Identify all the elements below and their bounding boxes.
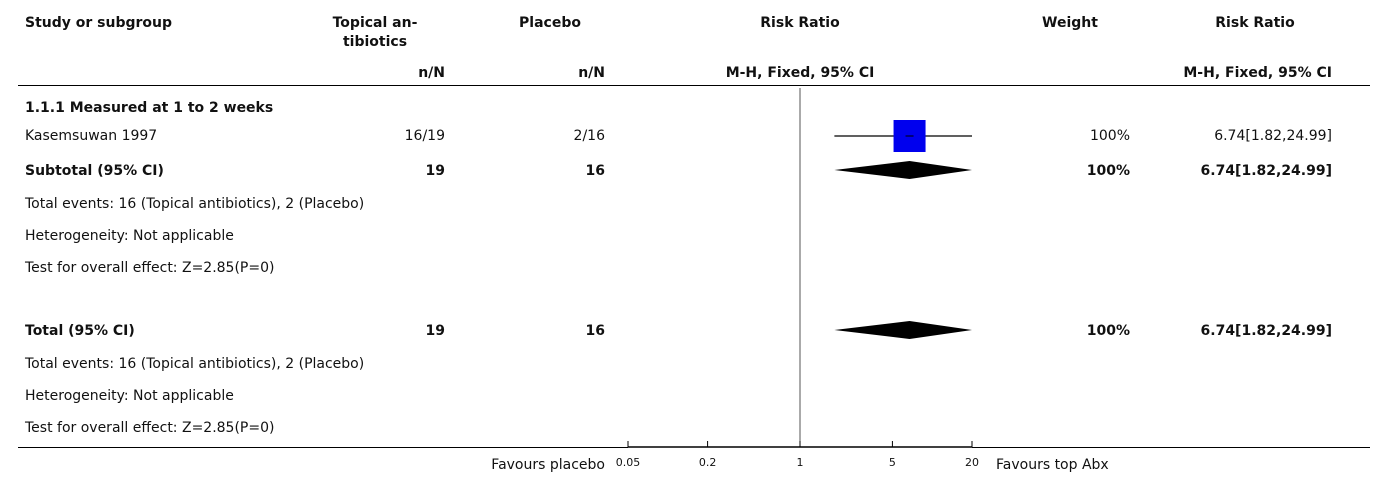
study-ctrl: 2/16 [573,128,605,144]
col-header-rr-text: Risk Ratio [1215,15,1295,31]
col-header-weight: Weight [1042,15,1098,31]
total-heterogeneity: Heterogeneity: Not applicable [25,388,234,404]
favours-left: Favours placebo [491,457,605,473]
col-sub-rr-plot: M-H, Fixed, 95% CI [725,65,875,81]
subtotal-rr-text: 6.74[1.82,24.99] [1200,163,1332,179]
x-tick-label: 5 [889,456,896,469]
total-weight: 100% [1086,323,1130,339]
col-header-ctrl: Placebo [519,15,581,31]
total-rr-text: 6.74[1.82,24.99] [1200,323,1332,339]
study-weight: 100% [1089,128,1130,144]
footer-rule-left [18,447,628,448]
subgroup-title: 1.1.1 Measured at 1 to 2 weeks [25,100,274,116]
total-exp: 19 [425,323,445,339]
total-ctrl: 16 [585,323,605,339]
subtotal-exp: 19 [425,163,445,179]
subtotal-diamond [834,161,972,179]
study-rr-text: 6.74[1.82,24.99] [1214,128,1332,144]
total-events: Total events: 16 (Topical antibiotics), … [25,356,365,372]
subtotal-weight: 100% [1086,163,1130,179]
x-tick-label: 20 [965,456,979,469]
subtotal-label: Subtotal (95% CI) [25,163,164,179]
total-label: Total (95% CI) [25,323,135,339]
total-overall-effect: Test for overall effect: Z=2.85(P=0) [25,420,275,436]
study-exp: 16/19 [404,128,445,144]
subgroup-heterogeneity: Heterogeneity: Not applicable [25,228,234,244]
subgroup-overall-effect: Test for overall effect: Z=2.85(P=0) [25,260,275,276]
x-tick-label: 0.05 [616,456,641,469]
header-rule [18,85,1370,86]
subgroup-events: Total events: 16 (Topical antibiotics), … [25,196,365,212]
col-sub-ctrl: n/N [578,65,605,81]
col-sub-exp: n/N [418,65,445,81]
study-name: Kasemsuwan 1997 [25,128,158,144]
col-sub-rr-text: M-H, Fixed, 95% CI [1183,65,1332,81]
favours-right: Favours top Abx [996,457,1109,473]
x-tick-label: 0.2 [699,456,717,469]
col-header-exp-line1: Topical an- [332,15,418,31]
col-header-rr-plot: Risk Ratio [760,15,840,31]
x-tick-label: 1 [797,456,804,469]
col-header-exp-line2: tibiotics [342,34,408,50]
footer-rule-right [972,447,1370,448]
col-header-study: Study or subgroup [25,15,173,31]
total-diamond [834,321,972,339]
subtotal-ctrl: 16 [585,163,605,179]
